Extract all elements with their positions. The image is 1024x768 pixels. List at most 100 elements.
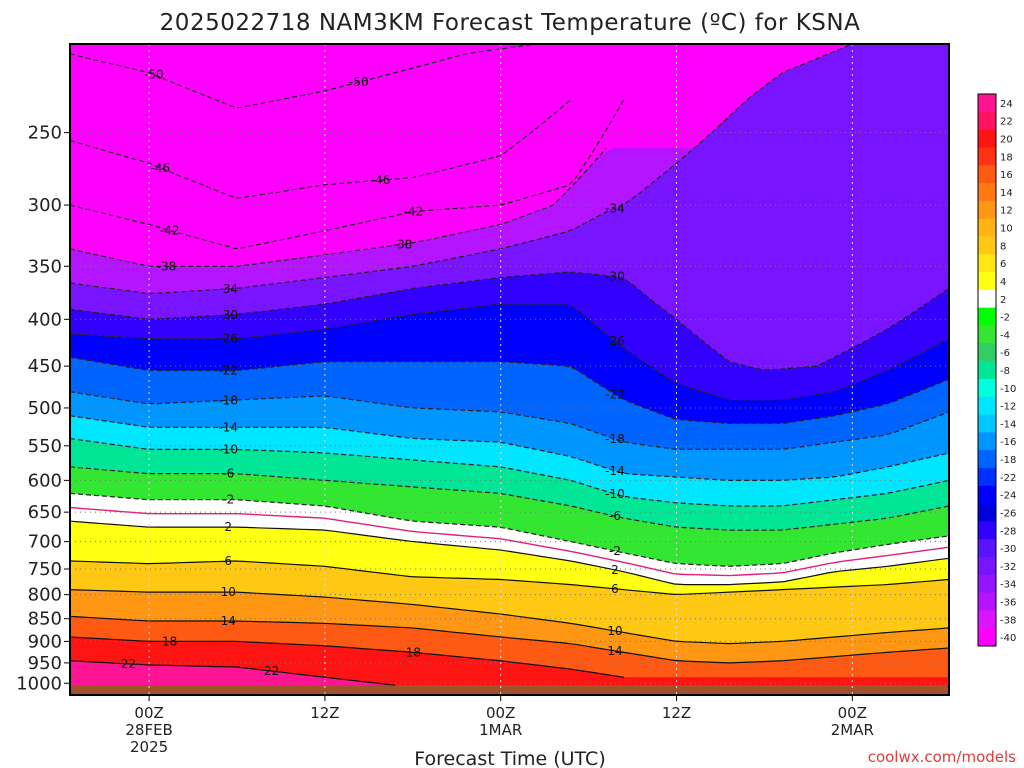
- colorbar-label: -4: [1000, 330, 1010, 341]
- x-axis-title: Forecast Time (UTC): [414, 748, 605, 768]
- contour-label: -42: [160, 223, 180, 237]
- contour-label: 2: [224, 520, 232, 534]
- contour-label: -34: [218, 282, 238, 296]
- contour-label: -18: [218, 393, 238, 407]
- contour-line: [69, 43, 949, 295]
- contour-label: -46: [150, 161, 170, 175]
- colorbar-swatch: [978, 574, 996, 594]
- contour-label: 2: [611, 563, 619, 577]
- colorbar-swatch: [978, 521, 996, 540]
- contour-line: [69, 660, 396, 686]
- x-tick-label: 00Z: [838, 704, 867, 722]
- colorbar-swatch: [978, 539, 996, 558]
- contour-line: [69, 391, 950, 450]
- colorbar-swatch: [978, 396, 996, 416]
- contour-label: -2: [222, 493, 234, 507]
- contour-label: -22: [218, 363, 238, 377]
- temperature-band: [70, 391, 949, 481]
- colorbar-swatch: [978, 414, 996, 433]
- x-tick-label: 12Z: [662, 704, 691, 722]
- x-tick-label: 00Z: [486, 704, 515, 722]
- colorbar-swatch: [978, 289, 996, 309]
- colorbar-label: 12: [1000, 206, 1013, 217]
- temperature-band: [70, 44, 949, 197]
- freezing-line: [69, 506, 950, 577]
- temperature-band: [70, 616, 949, 678]
- ground-layer: [70, 685, 949, 695]
- contour-line: [69, 99, 625, 250]
- colorbar-label: -2: [1000, 313, 1010, 324]
- contour-label: 22: [264, 664, 279, 678]
- chart-title: 2025022718 NAM3KM Forecast Temperature (…: [160, 10, 861, 36]
- contour-line: [69, 589, 950, 645]
- contour-label: -50: [144, 68, 164, 82]
- contour-label: -14: [605, 464, 625, 478]
- y-tick-label: 300: [28, 195, 62, 216]
- grid-lines: [70, 44, 949, 695]
- contour-label: 10: [221, 585, 236, 599]
- contour-label: -34: [605, 201, 625, 215]
- y-tick-label: 350: [28, 256, 62, 277]
- colorbar-label: -36: [1000, 597, 1016, 608]
- contour-line: [69, 492, 950, 567]
- contour-line: [69, 520, 950, 586]
- x-tick-label: 12Z: [310, 704, 339, 722]
- colorbar-swatch: [978, 556, 996, 576]
- y-tick-label: 950: [28, 653, 62, 674]
- y-tick-label: 700: [28, 532, 62, 553]
- colorbar-label: 10: [1000, 224, 1013, 235]
- colorbar-label: 18: [1000, 152, 1013, 163]
- y-tick-label: 600: [28, 470, 62, 491]
- colorbar-label: -6: [1000, 348, 1010, 359]
- x-tick-label: 28FEB: [125, 721, 172, 739]
- contour-label: -10: [218, 442, 238, 456]
- colorbar: 24 22 20 18 16 14 12 10 8 6 4 2 -2 -4 -6 -8 -10 -12 -14 -16…: [977, 93, 1016, 647]
- colorbar-label: 4: [1000, 277, 1006, 288]
- credit-link[interactable]: coolwx.com/models: [868, 748, 1016, 766]
- colorbar-swatch: [978, 592, 996, 611]
- y-tick-label: 900: [28, 631, 62, 652]
- colorbar-label: 6: [1000, 259, 1006, 270]
- y-tick-label: 550: [28, 436, 62, 457]
- colorbar-label: -26: [1000, 508, 1016, 519]
- contour-label: -10: [605, 487, 625, 501]
- colorbar-label: 22: [1000, 117, 1013, 128]
- contour-labels: -50-50-46-46-42-42-38-38-34-34-30-30-26-…: [121, 68, 625, 678]
- contour-line: [69, 356, 950, 425]
- colorbar-swatch: [978, 485, 996, 505]
- colorbar-swatch: [978, 272, 996, 291]
- y-tick-label: 750: [28, 559, 62, 580]
- y-tick-label: 850: [28, 609, 62, 630]
- temperature-band: [70, 357, 949, 450]
- temperature-band: [70, 99, 949, 248]
- colorbar-swatch: [978, 254, 996, 273]
- colorbar-label: 24: [1000, 99, 1013, 110]
- contour-line: [69, 466, 950, 531]
- x-tick-label: 1MAR: [479, 721, 522, 739]
- colorbar-label: 20: [1000, 135, 1013, 146]
- temperature-band: [70, 589, 949, 663]
- temperature-band: [70, 272, 949, 400]
- y-tick-label: 500: [28, 398, 62, 419]
- colorbar-swatch: [978, 503, 996, 522]
- temperature-band: [70, 415, 949, 506]
- contour-label: -14: [218, 420, 238, 434]
- colorbar-swatch: [978, 628, 996, 647]
- colorbar-label: -40: [1000, 633, 1016, 644]
- colorbar-label: 16: [1000, 170, 1013, 181]
- colorbar-swatch: [978, 183, 996, 202]
- colorbar-swatch: [978, 450, 996, 469]
- contour-label: 14: [221, 614, 236, 628]
- colorbar-swatch: [978, 361, 996, 380]
- contour-label: -26: [605, 334, 625, 348]
- colorbar-label: 2: [1000, 295, 1006, 306]
- contour-line: [69, 437, 950, 507]
- colorbar-swatch: [978, 236, 996, 255]
- contour-line: [69, 636, 624, 678]
- contour-label: 14: [607, 644, 622, 658]
- contour-label: -2: [609, 544, 621, 558]
- colorbar-label: -22: [1000, 473, 1016, 484]
- contour-line: [69, 271, 950, 371]
- contour-label: 10: [607, 624, 622, 638]
- contour-label: -38: [393, 237, 413, 251]
